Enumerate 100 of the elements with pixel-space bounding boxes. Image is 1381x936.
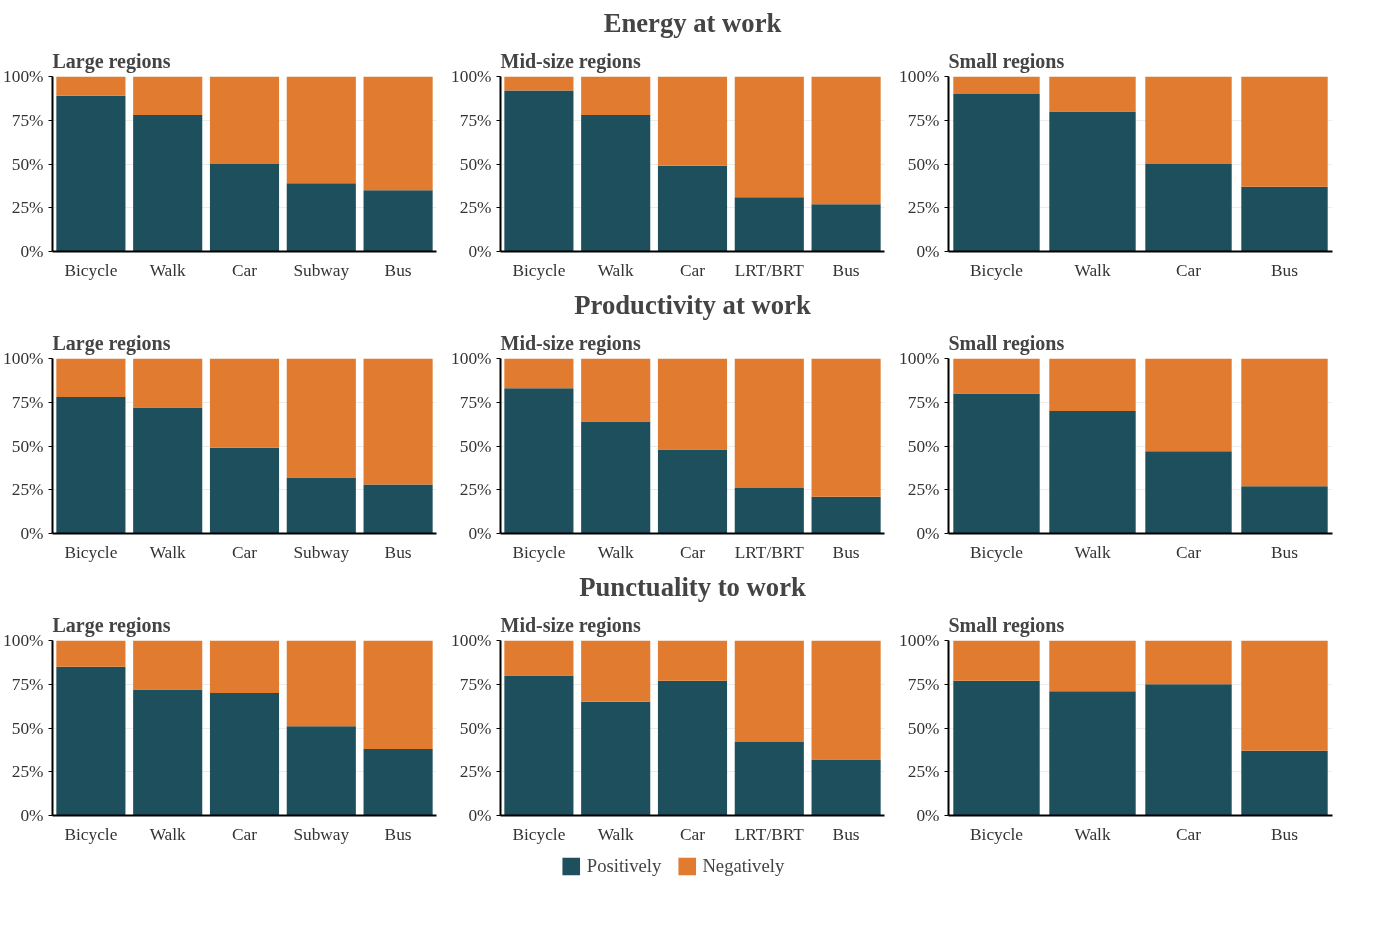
x-tick-label: Bus [384, 260, 412, 280]
x-tick-label: Walk [149, 260, 187, 280]
x-tick-label: Bus [832, 824, 860, 844]
y-tick-label: 75% [459, 674, 492, 694]
y-tick-label: 50% [459, 718, 492, 738]
chart-title: Energy at work [603, 7, 782, 38]
y-tick-label: 25% [907, 762, 940, 782]
y-tick-label: 75% [11, 392, 44, 412]
y-tick-label: 0% [20, 806, 44, 825]
x-tick-label: Bicycle [970, 824, 1024, 844]
y-tick-label: 25% [907, 480, 940, 500]
x-tick-label: Walk [597, 542, 635, 562]
chart-subtitle: Mid-size regions [500, 49, 641, 73]
chart-subtitle: Small regions [948, 331, 1065, 355]
y-tick-label: 75% [459, 392, 492, 412]
y-tick-label: 0% [468, 806, 492, 825]
y-tick-label: 100% [3, 349, 44, 368]
y-tick-label: 50% [459, 436, 492, 456]
x-tick-label: Bicycle [970, 542, 1024, 562]
y-tick-label: 75% [11, 110, 44, 130]
y-tick-label: 0% [916, 806, 940, 825]
y-tick-label: 25% [459, 480, 492, 500]
y-tick-label: 50% [907, 436, 940, 456]
y-tick-label: 50% [907, 154, 940, 174]
x-tick-label: Bus [832, 542, 860, 562]
chart-title: Punctuality to work [579, 571, 806, 602]
x-tick-label: Bus [1271, 260, 1299, 280]
y-tick-label: 100% [899, 631, 940, 650]
chart-subtitle: Large regions [52, 49, 171, 73]
y-tick-label: 100% [451, 349, 492, 368]
legend-label: Negatively [702, 855, 785, 877]
y-tick-label: 0% [20, 524, 44, 543]
y-tick-label: 75% [907, 110, 940, 130]
x-tick-label: Car [1175, 542, 1202, 562]
x-tick-label: Car [231, 824, 258, 844]
y-tick-label: 0% [468, 524, 492, 543]
y-tick-label: 75% [907, 392, 940, 412]
y-tick-label: 50% [11, 718, 44, 738]
chart-subtitle: Small regions [948, 613, 1065, 637]
x-tick-label: Walk [149, 542, 187, 562]
x-tick-label: Bicycle [64, 542, 118, 562]
legend-label: Positively [586, 855, 662, 877]
x-tick-label: Bus [832, 260, 860, 280]
chart-subtitle: Large regions [52, 331, 171, 355]
y-tick-label: 75% [11, 674, 44, 694]
x-tick-label: LRT/BRT [734, 260, 805, 280]
x-tick-label: Bicycle [512, 260, 566, 280]
y-tick-label: 0% [916, 242, 940, 261]
y-tick-label: 0% [916, 524, 940, 543]
x-tick-label: Car [1175, 824, 1202, 844]
y-tick-label: 100% [899, 67, 940, 86]
y-tick-label: 100% [3, 631, 44, 650]
y-tick-label: 25% [11, 480, 44, 500]
y-tick-label: 50% [11, 436, 44, 456]
x-tick-label: Car [679, 260, 706, 280]
x-tick-label: LRT/BRT [734, 542, 805, 562]
chart-subtitle: Small regions [948, 49, 1065, 73]
y-tick-label: 100% [451, 631, 492, 650]
y-tick-label: 0% [20, 242, 44, 261]
y-tick-label: 75% [907, 674, 940, 694]
x-tick-label: LRT/BRT [734, 824, 805, 844]
x-tick-label: Bus [1271, 542, 1299, 562]
y-tick-label: 25% [459, 762, 492, 782]
x-tick-label: Car [1175, 260, 1202, 280]
chart-subtitle: Mid-size regions [500, 331, 641, 355]
x-tick-label: Subway [293, 542, 350, 562]
x-tick-label: Car [231, 542, 258, 562]
y-tick-label: 0% [468, 242, 492, 261]
y-tick-label: 75% [459, 110, 492, 130]
x-tick-label: Bus [384, 542, 412, 562]
y-tick-label: 50% [907, 718, 940, 738]
chart-subtitle: Large regions [52, 613, 171, 637]
x-tick-label: Walk [149, 824, 187, 844]
x-tick-label: Walk [1074, 542, 1111, 562]
y-tick-label: 25% [11, 198, 44, 218]
y-tick-label: 50% [459, 154, 492, 174]
x-tick-label: Subway [293, 824, 350, 844]
x-tick-label: Walk [1074, 260, 1111, 280]
x-tick-label: Bicycle [64, 260, 118, 280]
y-tick-label: 25% [11, 762, 44, 782]
y-tick-label: 100% [899, 349, 940, 368]
chart-subtitle: Mid-size regions [500, 613, 641, 637]
x-tick-label: Bus [1271, 824, 1299, 844]
y-tick-label: 25% [907, 198, 940, 218]
x-tick-label: Bicycle [64, 824, 118, 844]
x-tick-label: Car [679, 542, 706, 562]
x-tick-label: Walk [1074, 824, 1111, 844]
y-tick-label: 25% [459, 198, 492, 218]
y-tick-label: 100% [3, 67, 44, 86]
x-tick-label: Bus [384, 824, 412, 844]
chart-title: Productivity at work [574, 289, 811, 320]
x-tick-label: Bicycle [512, 542, 566, 562]
x-tick-label: Car [679, 824, 706, 844]
x-tick-label: Walk [597, 824, 635, 844]
x-tick-label: Bicycle [512, 824, 566, 844]
y-tick-label: 100% [451, 67, 492, 86]
x-tick-label: Subway [293, 260, 350, 280]
x-tick-label: Car [231, 260, 258, 280]
x-tick-label: Bicycle [970, 260, 1024, 280]
y-tick-label: 50% [11, 154, 44, 174]
